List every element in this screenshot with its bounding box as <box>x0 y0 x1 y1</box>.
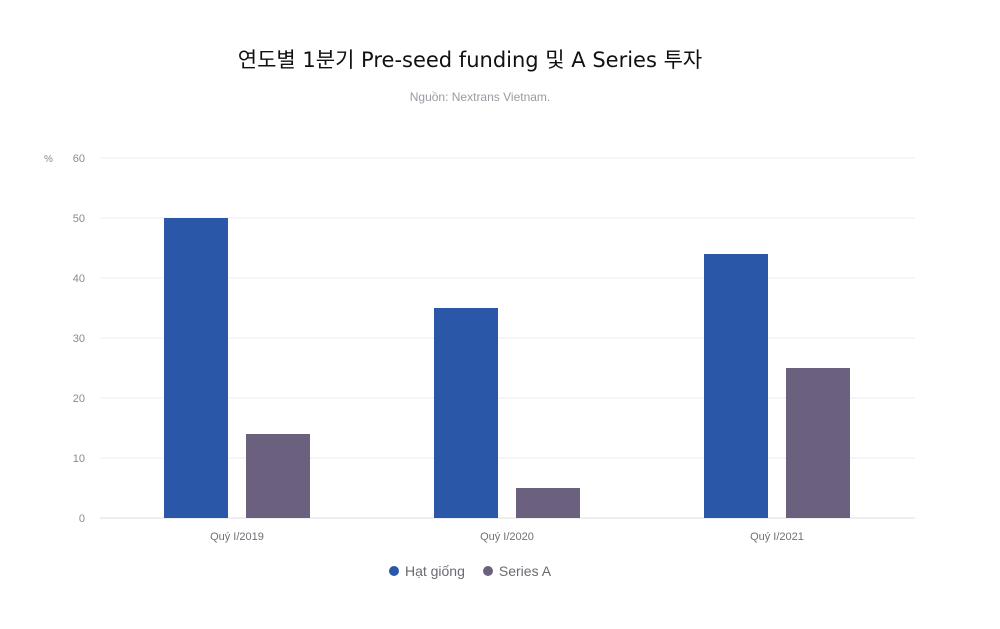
chart-subtitle: Nguồn: Nextrans Vietnam. <box>409 90 551 104</box>
legend-swatch-series-a <box>482 566 493 576</box>
bar-hat-giong-2 <box>434 308 498 518</box>
bar-series-a-2 <box>516 488 580 518</box>
y-tick-label: 10 <box>73 453 85 465</box>
x-category-label: Quý I/2019 <box>210 531 264 543</box>
y-tick-label: 30 <box>73 333 85 345</box>
x-category-label: Quý I/2021 <box>750 531 804 543</box>
y-tick-label: 50 <box>73 213 85 225</box>
legend-swatch-hat-giong <box>388 566 399 576</box>
bar-hat-giong-3 <box>704 254 768 518</box>
grid-lines <box>100 157 915 519</box>
legend-label-hat-giong: Hạt giống <box>404 563 465 579</box>
chart-title: 연도별 1분기 Pre-seed funding 및 A Series 투자 <box>237 48 703 72</box>
y-tick-label: 60 <box>73 153 85 165</box>
bar-hat-giong-1 <box>164 218 228 518</box>
legend-label-series-a: Series A <box>498 563 552 579</box>
legend-item-series-a: Series A <box>482 563 552 579</box>
legend-item-hat-giong: Hạt giống <box>388 563 465 579</box>
bars <box>164 218 850 518</box>
x-axis-categories: Quý I/2019 Quý I/2020 Quý I/2021 <box>210 531 804 543</box>
legend: Hạt giống Series A <box>0 563 970 579</box>
y-axis-unit: % <box>44 154 53 165</box>
y-axis-ticks: 0 10 20 30 40 50 60 <box>73 153 85 525</box>
y-tick-label: 20 <box>73 393 85 405</box>
bar-series-a-1 <box>246 434 310 518</box>
x-category-label: Quý I/2020 <box>480 531 534 543</box>
y-tick-label: 0 <box>79 513 85 525</box>
y-tick-label: 40 <box>73 273 85 285</box>
bar-series-a-3 <box>786 368 850 518</box>
